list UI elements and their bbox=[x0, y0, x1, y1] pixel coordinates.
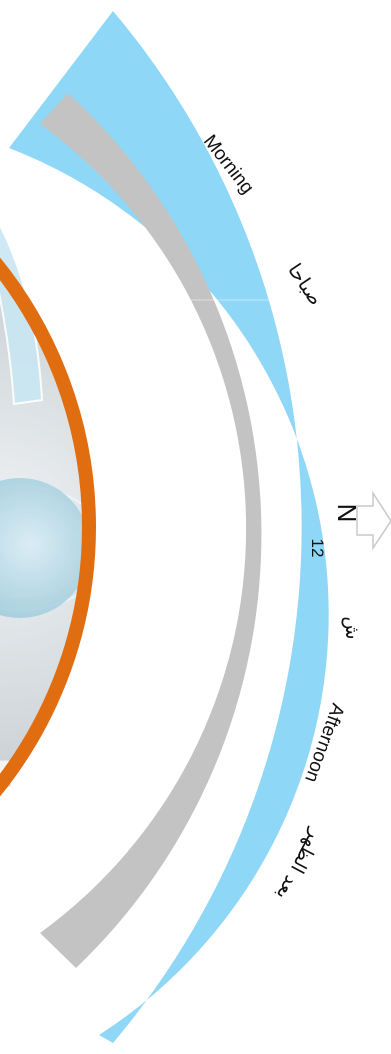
label-afternoon-ar: بعد الظهر bbox=[272, 825, 328, 904]
gnomon bbox=[0, 222, 44, 406]
label-morning-ar: صباحا bbox=[283, 260, 327, 310]
noon-hour: 12 bbox=[308, 539, 327, 558]
north-letter: N bbox=[332, 504, 362, 523]
dial-rim bbox=[0, 257, 96, 797]
north-ar: ش bbox=[341, 616, 363, 639]
north-arrow-icon bbox=[356, 490, 391, 551]
inner-grey-band bbox=[40, 93, 262, 968]
globe bbox=[0, 478, 90, 618]
outer-time-band bbox=[9, 11, 329, 1043]
